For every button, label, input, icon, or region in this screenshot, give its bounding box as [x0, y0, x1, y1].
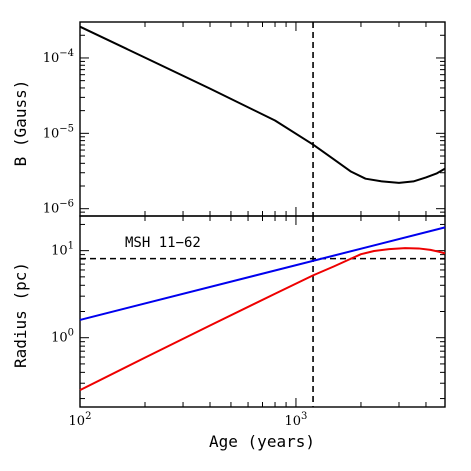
plot-layers: 10−4 10−5 10−6 101 100 102 103	[43, 21, 446, 429]
bottom-series-line-0	[79, 226, 446, 321]
bottom-xlabel: Age (years)	[209, 432, 315, 451]
top-ytick-label: 10−4	[43, 48, 74, 66]
top-panel-frame	[79, 21, 446, 217]
top-ytick-label: 10−6	[43, 199, 74, 217]
top-series-line-0	[79, 25, 446, 184]
bottom-xtick-label: 102	[69, 411, 92, 429]
top-ytick-label: 10−5	[43, 123, 74, 141]
bottom-ytick-label: 100	[51, 328, 74, 346]
bottom-series-line-1	[79, 247, 446, 392]
bottom-ylabel: Radius (pc)	[11, 262, 30, 368]
bottom-ytick-label: 101	[51, 241, 74, 259]
bottom-xtick-label: 103	[284, 411, 307, 429]
top-ylabel: B (Gauss)	[11, 80, 30, 167]
annotation-label: MSH 11−62	[125, 235, 201, 251]
